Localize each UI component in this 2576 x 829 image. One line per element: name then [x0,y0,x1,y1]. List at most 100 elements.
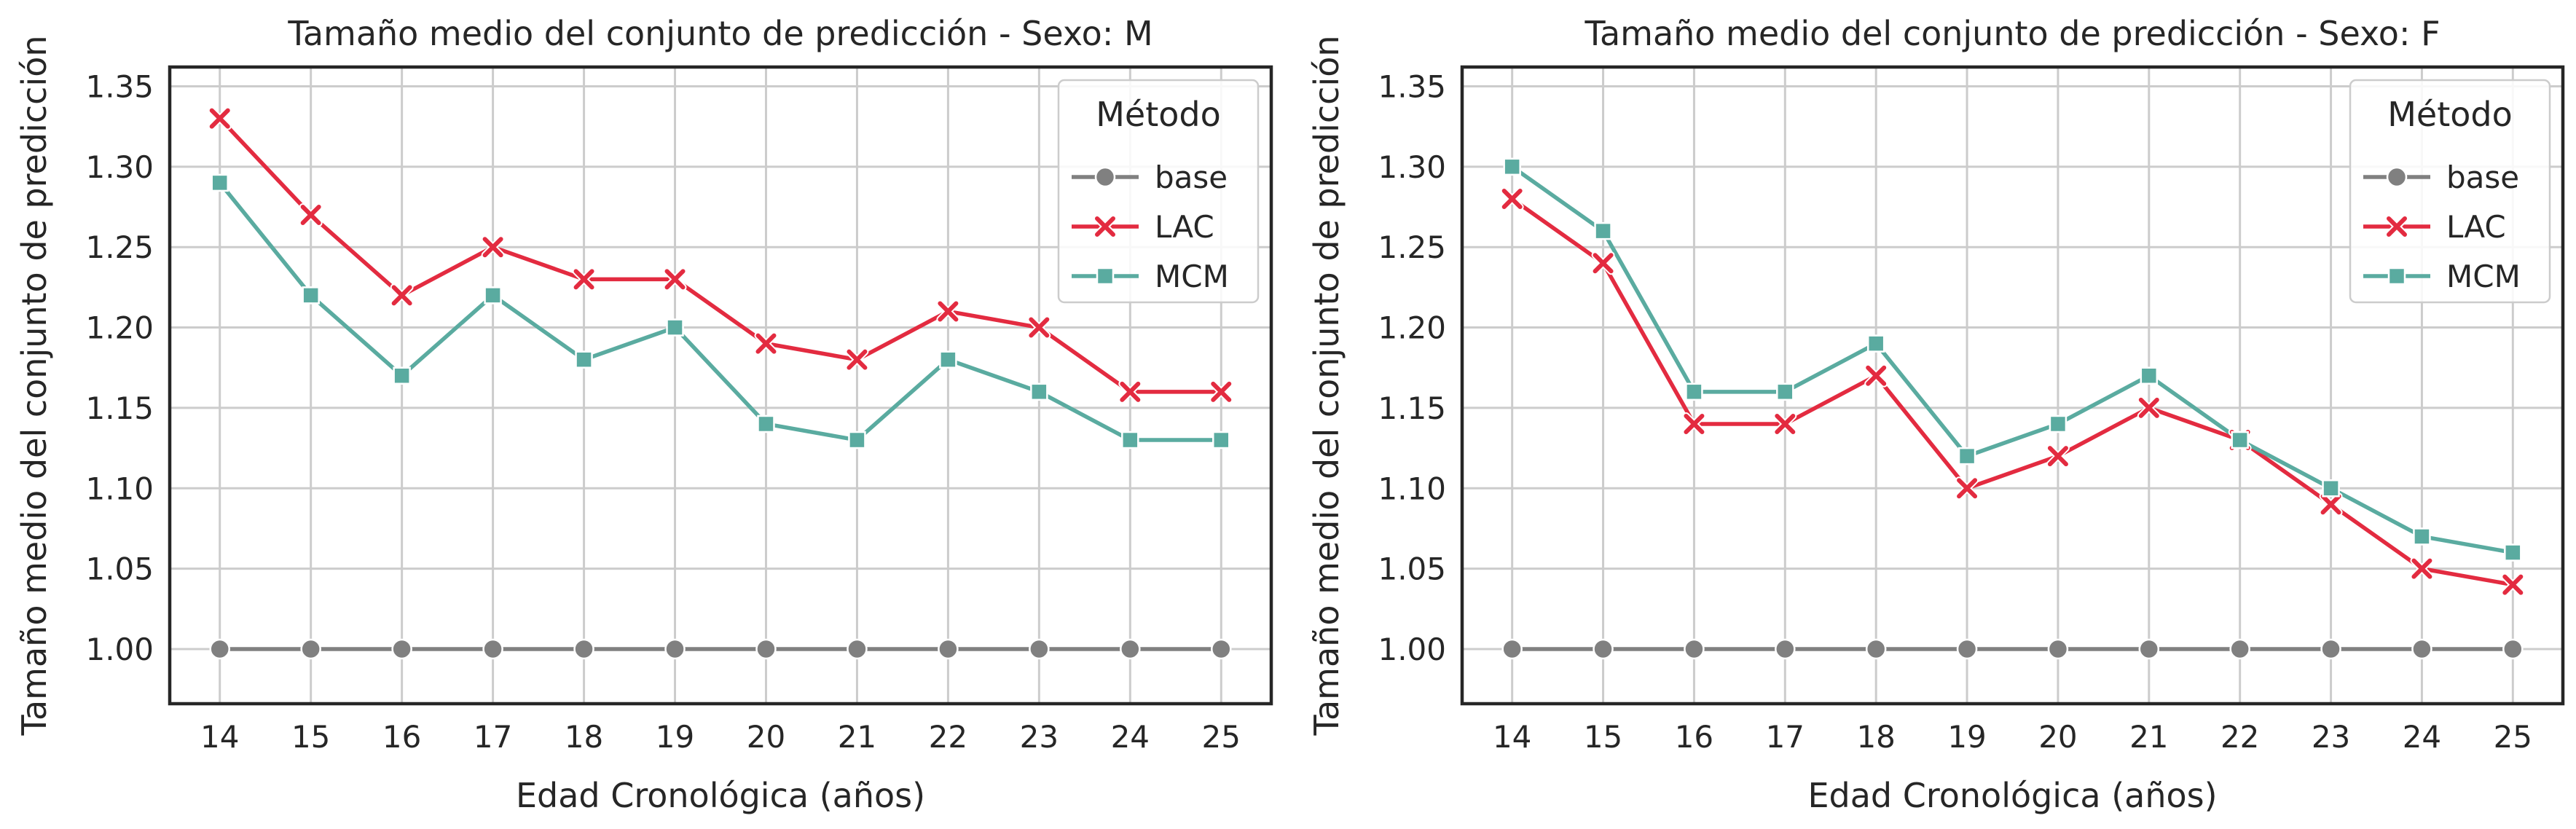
chart-panel-sexo-m: 14 15 16 17 18 19 20 21 22 23 24 25 1.00 1.05 1.10 1.15… [15,14,1273,815]
y-axis-label: Tamaño medio del conjunto de predicción [1307,36,1346,736]
legend-item-mcm: MCM [1072,259,1229,294]
legend-label-lac: LAC [2446,209,2506,245]
x-tick-label: 14 [1493,719,1531,755]
data-point-base [2320,638,2341,660]
data-point-lac-stroke [482,237,503,258]
data-point-lac-stroke [664,269,686,290]
data-point-mcm [211,173,229,192]
x-tick-label: 19 [1947,719,1986,755]
data-point-lac-stroke [1957,478,1978,499]
legend-box [2349,79,2551,304]
data-point-lac-stroke [300,205,321,226]
data-point-base [2138,638,2160,660]
y-tick-label: 1.15 [85,390,154,426]
data-point-lac-stroke [847,349,868,370]
x-tick-label: 22 [2220,719,2259,755]
data-point-lac-stroke [573,269,594,290]
y-tick-label: 1.05 [1378,551,1446,587]
data-point-mcm [1030,382,1048,401]
data-point-lac-stroke [209,108,230,129]
data-point-lac [481,235,505,259]
y-tick-label: 1.00 [1378,632,1446,667]
legend-marker-lac [2385,215,2408,238]
data-point-lac [1955,476,1979,500]
data-point-base [1501,638,1523,660]
x-tick-label: 17 [474,719,512,755]
legend-item-mcm: MCM [2363,259,2521,294]
legend-marker-lac-stroke [1095,216,1115,237]
legend-label-mcm: MCM [1155,259,1229,294]
data-point-lac-stroke [2502,574,2524,595]
y-tick-label: 1.35 [85,68,154,104]
data-point-base [847,638,868,660]
data-point-lac [2319,492,2343,516]
legend-box [1057,79,1260,304]
data-point-base [664,638,686,660]
data-point-lac-stroke [2411,558,2432,579]
data-point-lac [845,347,869,372]
data-point-lac-stroke [1211,381,1232,402]
data-point-mcm [1776,382,1794,401]
data-point-lac-stroke [938,301,959,322]
data-point-base [573,638,594,660]
legend-item-lac: LAC [2363,209,2506,245]
data-point-base [1956,638,1978,660]
legend-marker-mcm [1096,267,1115,286]
data-point-lac [390,283,414,307]
x-tick-label: 18 [565,719,603,755]
data-point-base [1120,638,1141,660]
data-point-mcm [1503,157,1521,176]
chart-title: Tamaño medio del conjunto de predicción … [1584,14,2440,53]
x-tick-label: 17 [1766,719,1805,755]
x-tick-label: 23 [2312,719,2350,755]
y-tick-label: 1.20 [1378,310,1446,346]
legend-item-base: base [2363,160,2519,195]
series-line-mcm [1511,165,2513,555]
data-point-base [938,638,959,660]
data-point-base [482,638,503,660]
data-point-lac [1027,315,1051,339]
data-point-lac-stroke [2138,397,2159,418]
x-tick-label: 21 [2129,719,2168,755]
data-point-base [2229,638,2250,660]
series-line-mcm [218,181,1222,442]
data-point-lac [2501,573,2525,597]
data-point-mcm [2231,431,2249,449]
data-point-mcm [2140,366,2159,385]
data-point-lac-stroke [1029,317,1050,338]
x-tick-label: 21 [838,719,876,755]
x-tick-label: 25 [1202,719,1241,755]
y-tick-label: 1.05 [85,551,154,587]
y-tick-label: 1.10 [85,471,154,506]
data-point-mcm [1866,334,1885,353]
data-point-base [209,638,230,660]
data-point-lac [1864,364,1888,388]
series-line-lac [218,117,1222,394]
y-tick-label: 1.25 [1378,229,1446,265]
x-tick-label: 15 [1584,719,1622,755]
data-point-mcm [2504,543,2522,562]
x-axis-label: Edad Cronológica (años) [516,776,925,815]
chart-title: Tamaño medio del conjunto de predicción … [287,14,1152,53]
data-point-lac-stroke [1775,413,1796,434]
y-tick-label: 1.35 [1378,68,1446,104]
y-tick-label: 1.20 [85,310,154,346]
x-tick-label: 24 [2403,719,2441,755]
legend-item-lac: LAC [1072,209,1214,245]
legend-marker-lac-stroke [2387,216,2407,237]
data-point-base [2411,638,2432,660]
x-tick-label: 20 [747,719,785,755]
x-tick-label: 23 [1020,719,1059,755]
plot-frame [1460,65,2565,706]
y-tick-label: 1.00 [85,632,154,667]
x-tick-label: 16 [382,719,421,755]
data-point-mcm [1957,447,1976,465]
data-point-lac [1591,251,1615,275]
x-tick-label: 19 [656,719,694,755]
legend-label-lac: LAC [1155,209,1214,245]
y-tick-label: 1.15 [1378,390,1446,426]
data-point-mcm [393,366,411,385]
data-point-base [2502,638,2524,660]
y-tick-label: 1.25 [85,229,154,265]
